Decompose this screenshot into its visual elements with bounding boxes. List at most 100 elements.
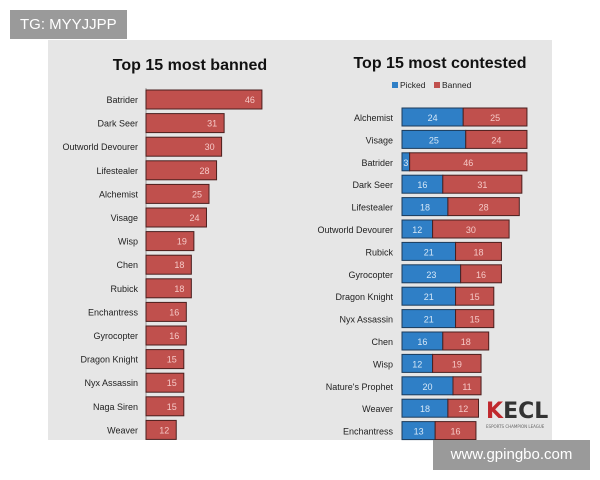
data-label: 16: [169, 331, 179, 341]
data-label: 31: [207, 119, 217, 129]
bar-banned: [145, 183, 210, 204]
data-label-banned: 31: [477, 180, 487, 190]
data-label-picked: 21: [424, 315, 434, 325]
data-label-picked: 3: [403, 158, 408, 168]
category-label: Alchemist: [99, 189, 139, 199]
data-label-picked: 16: [417, 337, 427, 347]
category-label: Dark Seer: [352, 180, 393, 190]
bar-banned: [455, 241, 502, 261]
bar-banned: [145, 136, 223, 157]
data-label-picked: 21: [424, 292, 434, 302]
data-label-banned: 30: [466, 225, 476, 235]
category-label: Visage: [366, 135, 393, 145]
bar-banned: [447, 398, 479, 418]
bar-banned: [145, 160, 218, 181]
data-label-picked: 25: [429, 135, 439, 145]
category-label: Dark Seer: [97, 119, 138, 129]
category-label: Dragon Knight: [80, 355, 138, 365]
data-label-picked: 18: [420, 404, 430, 414]
data-label-banned: 19: [452, 359, 462, 369]
data-label-banned: 16: [476, 270, 486, 280]
category-label: Chen: [116, 260, 138, 270]
chart-title-contested: Top 15 most contested: [353, 55, 526, 72]
data-label: 18: [174, 260, 184, 270]
category-label: Rubick: [365, 247, 393, 257]
ecl-logo-text: ECL: [503, 399, 549, 424]
data-label-picked: 12: [412, 225, 422, 235]
category-label: Nyx Assassin: [84, 378, 138, 388]
bar-banned: [145, 113, 225, 134]
data-label-picked: 13: [414, 427, 424, 437]
legend-label-banned: Banned: [442, 80, 472, 90]
ecl-logo: KECL ESPORTS CHAMPION LEAGUE: [486, 399, 549, 430]
category-label: Gyrocopter: [93, 331, 138, 341]
bar-banned: [145, 325, 187, 346]
data-label-banned: 18: [461, 337, 471, 347]
data-label: 30: [205, 142, 215, 152]
data-label: 24: [189, 213, 199, 223]
bar-banned: [452, 376, 482, 396]
category-label: Gyrocopter: [348, 270, 393, 280]
category-label: Dragon Knight: [335, 292, 393, 302]
data-label-banned: 46: [463, 158, 473, 168]
data-label: 25: [192, 189, 202, 199]
data-label-banned: 11: [462, 382, 471, 392]
legend-swatch-banned: [434, 82, 440, 88]
category-label: Wisp: [373, 359, 393, 369]
data-label-banned: 16: [451, 427, 461, 437]
data-label: 16: [169, 307, 179, 317]
bar-banned: [465, 129, 528, 149]
data-label-banned: 18: [473, 247, 483, 257]
category-label: Batrider: [106, 95, 138, 105]
data-label-banned: 24: [491, 135, 501, 145]
bar-banned: [455, 309, 495, 329]
bar-banned: [460, 264, 502, 284]
bar-banned: [409, 152, 528, 172]
bar-banned: [145, 349, 185, 370]
bar-banned: [442, 331, 490, 351]
category-label: Lifestealer: [96, 166, 138, 176]
data-label-banned: 12: [458, 404, 468, 414]
category-label: Visage: [111, 213, 138, 223]
bar-banned: [145, 301, 187, 322]
legend-label-picked: Picked: [400, 80, 426, 90]
category-label: Batrider: [361, 158, 393, 168]
bar-banned: [145, 89, 263, 110]
category-label: Wisp: [118, 237, 138, 247]
ecl-logo-subtitle: ESPORTS CHAMPION LEAGUE: [486, 424, 545, 429]
data-label-picked: 18: [420, 203, 430, 213]
data-label: 15: [167, 355, 177, 365]
data-label: 46: [245, 95, 255, 105]
data-label: 15: [167, 402, 177, 412]
bar-banned: [434, 421, 477, 441]
bar-banned: [462, 107, 528, 127]
category-label: Enchantress: [88, 307, 139, 317]
category-label: Alchemist: [354, 113, 394, 123]
data-label-picked: 16: [417, 180, 427, 190]
bar-banned: [145, 231, 195, 252]
chart-title-banned: Top 15 most banned: [113, 57, 267, 74]
category-label: Nature's Prophet: [326, 382, 394, 392]
data-label-picked: 21: [424, 247, 434, 257]
category-label: Nyx Assassin: [339, 315, 393, 325]
data-label: 19: [177, 237, 187, 247]
category-label: Chen: [371, 337, 393, 347]
bar-banned: [145, 278, 192, 299]
data-label: 18: [174, 284, 184, 294]
category-label: Outworld Devourer: [62, 142, 138, 152]
category-label: Enchantress: [343, 427, 394, 437]
data-label: 15: [167, 378, 177, 388]
data-label-banned: 25: [490, 113, 500, 123]
bar-banned: [432, 219, 510, 239]
category-label: Weaver: [107, 425, 138, 435]
watermark-tg: TG: MYYJJPP: [10, 10, 127, 39]
data-label-picked: 23: [426, 270, 436, 280]
data-label: 28: [200, 166, 210, 176]
category-label: Naga Siren: [93, 402, 138, 412]
bar-banned: [455, 286, 495, 306]
data-label-banned: 28: [479, 203, 489, 213]
data-label-banned: 15: [470, 292, 480, 302]
data-label-picked: 24: [428, 113, 438, 123]
watermark-site: www.gpingbo.com: [433, 440, 590, 470]
